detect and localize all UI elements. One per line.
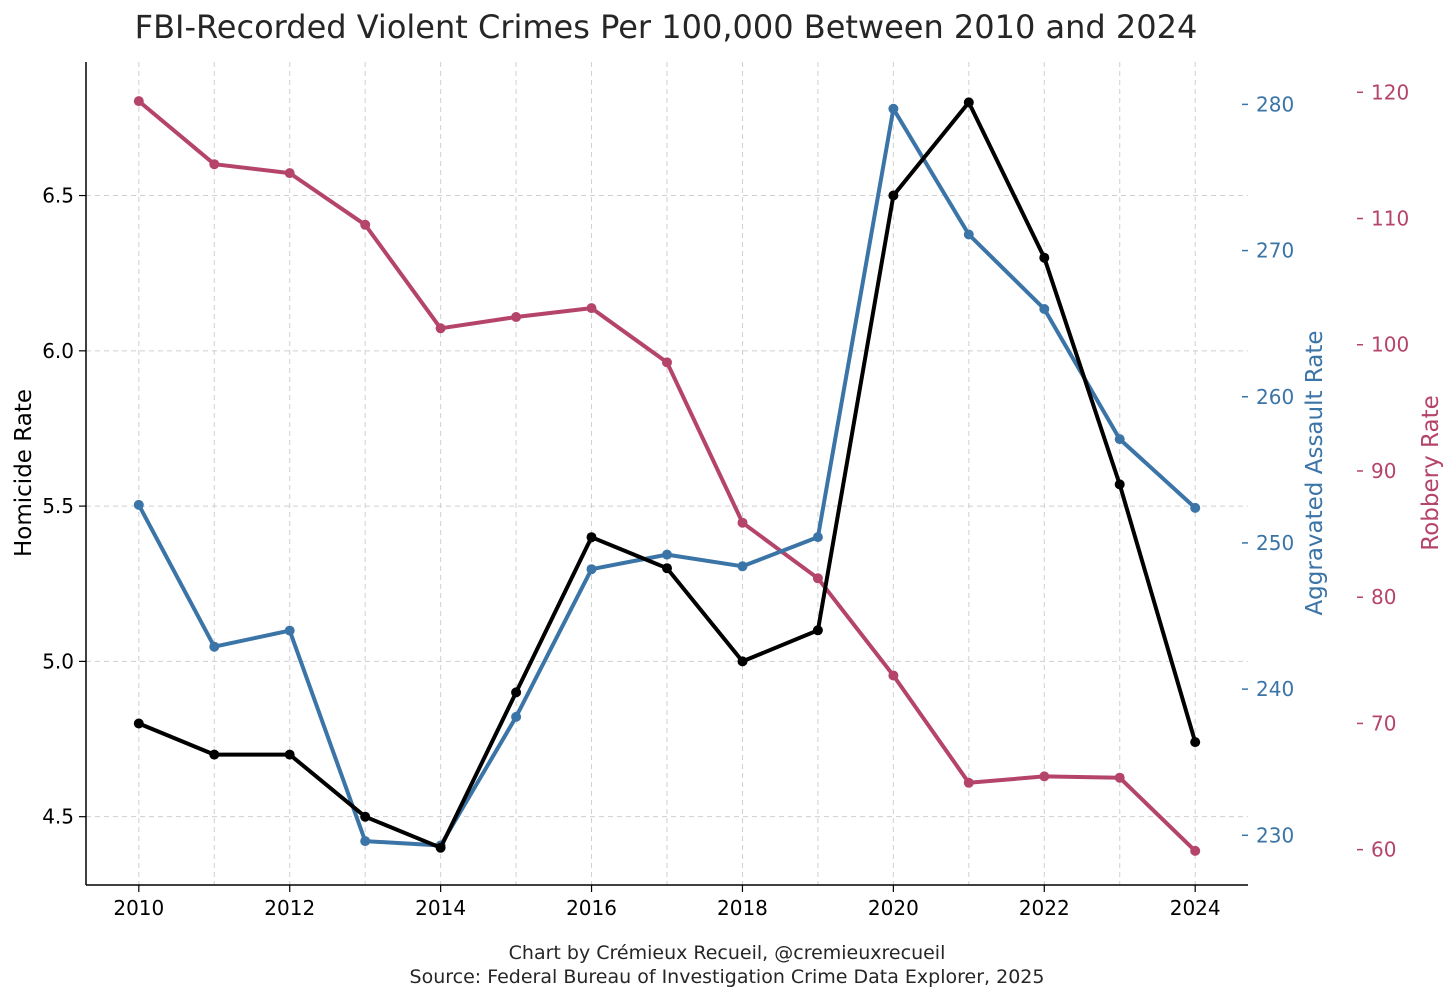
x-tick-label: 2018 <box>717 896 768 920</box>
robbery-point <box>284 168 295 179</box>
homicide-tick-label: 4.5 <box>42 805 74 829</box>
x-tick-label: 2024 <box>1170 896 1221 920</box>
robbery-point <box>737 517 748 528</box>
assault-point <box>662 549 672 560</box>
homicide-tick-label: 5.0 <box>42 649 74 673</box>
assault-point <box>812 532 823 543</box>
homicide-point <box>511 687 522 698</box>
credit-line-2: Source: Federal Bureau of Investigation … <box>410 966 1045 988</box>
homicide-point <box>435 842 446 853</box>
homicide-point <box>737 656 748 667</box>
robbery-point <box>360 219 371 230</box>
homicide-point <box>888 190 899 201</box>
robbery-point <box>1190 845 1201 856</box>
assault-point <box>1114 434 1125 445</box>
homicide-tick-label: 6.0 <box>42 339 74 363</box>
x-tick-label: 2022 <box>1019 896 1070 920</box>
homicide-point <box>284 749 295 760</box>
x-tick-label: 2010 <box>113 896 164 920</box>
grid <box>86 62 1248 885</box>
homicide-point <box>586 532 597 543</box>
robbery-point <box>586 303 597 314</box>
robbery-point <box>1114 772 1125 783</box>
assault-tick-label: 270 <box>1256 239 1294 263</box>
homicide-tick-label: 6.5 <box>42 184 74 208</box>
homicide-point <box>662 563 672 574</box>
robbery-tick-label: 110 <box>1371 207 1409 231</box>
assault-point <box>1039 304 1050 314</box>
homicide-point <box>1039 252 1050 263</box>
homicide-tick-label: 5.5 <box>42 494 74 518</box>
robbery-point <box>133 96 144 107</box>
assault-point <box>586 564 597 575</box>
robbery-tick-label: 80 <box>1371 585 1396 609</box>
assault-point <box>737 561 748 572</box>
assault-tick-label: 240 <box>1256 677 1294 701</box>
robbery-point <box>963 777 974 788</box>
assault-point <box>963 229 974 240</box>
x-tick-label: 2020 <box>868 896 919 920</box>
assault-point <box>209 641 220 652</box>
series-layer <box>133 96 1201 856</box>
assault-tick-label: 250 <box>1256 531 1294 555</box>
assault-axis-title: Aggravated Assault Rate <box>1302 330 1328 615</box>
credit-line-1: Chart by Crémieux Recueil, @cremieuxrecu… <box>509 942 946 964</box>
assault-point <box>1190 502 1201 513</box>
homicide-point <box>1114 479 1125 490</box>
robbery-point <box>511 312 522 322</box>
axes: 2010 2012 2014 2016 2018 2020 2022 2024 4.5 5.0 5.… <box>42 62 1409 920</box>
robbery-point <box>209 159 220 170</box>
robbery-point <box>888 670 899 681</box>
robbery-point <box>1039 771 1050 782</box>
robbery-tick-label: 60 <box>1371 838 1396 862</box>
robbery-point <box>435 323 446 334</box>
homicide-series-line <box>138 100 1198 850</box>
robbery-tick-label: 120 <box>1371 80 1409 104</box>
homicide-point <box>133 718 144 729</box>
assault-point <box>284 625 295 636</box>
assault-point <box>888 103 899 114</box>
assault-tick-label: 280 <box>1256 92 1294 116</box>
assault-point <box>511 711 522 722</box>
robbery-point <box>662 357 672 368</box>
x-tick-label: 2014 <box>415 896 466 920</box>
assault-point <box>133 499 144 510</box>
robbery-point <box>812 573 823 584</box>
robbery-tick-label: 90 <box>1371 459 1396 483</box>
homicide-point <box>209 749 220 760</box>
homicide-point <box>812 625 823 636</box>
homicide-point <box>360 811 371 822</box>
assault-tick-label: 230 <box>1256 823 1294 847</box>
x-tick-label: 2016 <box>566 896 617 920</box>
assault-tick-label: 260 <box>1256 385 1294 409</box>
assault-point <box>360 836 371 847</box>
homicide-point <box>1190 737 1201 748</box>
x-tick-label: 2012 <box>264 896 315 920</box>
robbery-tick-label: 100 <box>1371 333 1409 357</box>
homicide-point <box>963 97 974 108</box>
robbery-tick-label: 70 <box>1371 711 1396 735</box>
robbery-axis-title: Robbery Rate <box>1418 395 1444 551</box>
homicide-axis-title: Homicide Rate <box>11 389 37 557</box>
chart-title: FBI-Recorded Violent Crimes Per 100,000 … <box>135 8 1198 46</box>
